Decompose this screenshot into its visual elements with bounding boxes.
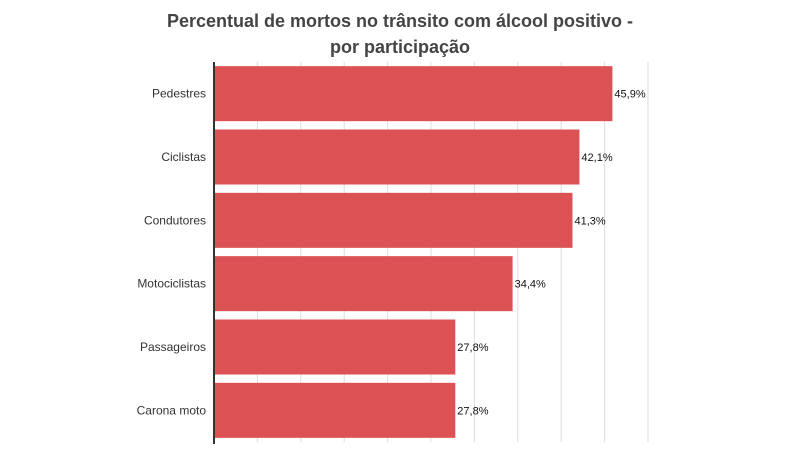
data-label: 27,8%	[457, 405, 488, 417]
data-label: 45,9%	[614, 89, 645, 101]
bar	[214, 256, 513, 312]
data-label: 41,3%	[574, 215, 605, 227]
chart-title-line-2: por participação	[329, 37, 471, 57]
chart-title: Percentual de mortos no trânsito com álc…	[0, 8, 800, 60]
data-label: 27,8%	[457, 342, 488, 354]
data-label: 42,1%	[581, 152, 612, 164]
bar	[214, 192, 573, 248]
bar	[214, 319, 456, 375]
category-label: Condutores	[144, 213, 206, 227]
bar	[214, 382, 456, 438]
bar	[214, 129, 580, 185]
category-label: Carona moto	[137, 403, 207, 417]
category-label: Motociclistas	[137, 277, 206, 291]
bar	[214, 66, 613, 122]
category-label: Ciclistas	[161, 150, 206, 164]
category-label: Passageiros	[140, 340, 206, 354]
data-label: 34,4%	[515, 279, 546, 291]
category-label: Pedestres	[152, 87, 206, 101]
chart-title-line-1: Percentual de mortos no trânsito com álc…	[166, 11, 634, 31]
